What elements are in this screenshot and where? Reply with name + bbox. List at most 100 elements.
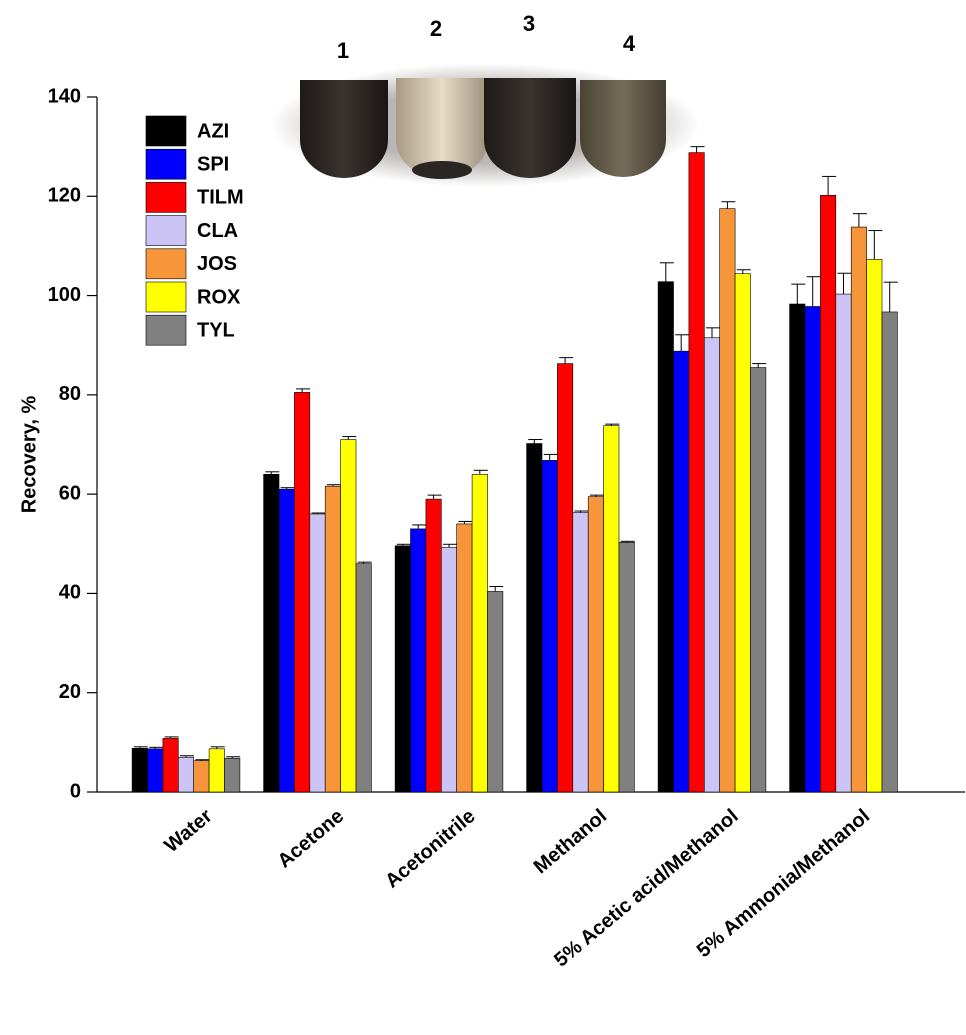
bar: [658, 282, 673, 792]
error-bar: [853, 214, 867, 227]
x-tick-label: Water: [160, 805, 216, 857]
bar: [704, 338, 719, 792]
legend-label: ROX: [197, 286, 241, 308]
legend-swatch: [146, 182, 186, 212]
legend-swatch: [146, 116, 186, 146]
bar: [588, 497, 603, 792]
error-bar: [868, 231, 882, 260]
bar: [527, 444, 542, 792]
legend-swatch: [146, 149, 186, 179]
bar: [790, 304, 805, 792]
x-tick-label: Acetonitrile: [381, 805, 479, 893]
bar: [163, 738, 178, 792]
bar: [689, 153, 704, 792]
bar: [751, 368, 766, 792]
y-tick-label: 100: [48, 284, 81, 306]
bar: [264, 474, 279, 792]
bar: [279, 489, 294, 792]
error-bar: [474, 470, 488, 474]
error-bar: [691, 147, 705, 153]
y-tick-label: 140: [48, 85, 81, 107]
bar: [805, 306, 820, 792]
bar: [209, 749, 224, 792]
bar: [604, 426, 619, 792]
legend-label: CLA: [197, 220, 238, 242]
legend-label: TILM: [197, 187, 244, 209]
bar: [441, 547, 456, 792]
error-bar: [838, 273, 852, 294]
error-bar: [807, 277, 821, 307]
error-bar: [428, 495, 442, 499]
bar: [867, 259, 882, 792]
error-bar: [721, 202, 735, 209]
error-bar: [458, 521, 472, 523]
y-tick-label: 120: [48, 185, 81, 207]
bar: [356, 564, 371, 792]
inset-label: 3: [523, 11, 535, 36]
bar: [836, 294, 851, 792]
bar: [851, 227, 866, 792]
error-bar: [544, 454, 558, 460]
bar: [310, 514, 325, 792]
error-bar: [342, 437, 356, 440]
error-bar: [489, 586, 503, 591]
error-bar: [822, 176, 836, 195]
bar: [882, 312, 897, 792]
chart: 1234020406080100120140Recovery, %WaterAc…: [0, 0, 966, 1030]
error-bar: [660, 263, 674, 282]
bar: [674, 351, 689, 792]
inset-label: 1: [337, 38, 349, 63]
error-bar: [443, 544, 457, 547]
bar: [178, 757, 193, 792]
y-tick-label: 20: [59, 681, 81, 703]
inset-label: 4: [623, 31, 636, 56]
bar: [194, 761, 209, 792]
bar: [148, 749, 163, 792]
bar: [573, 513, 588, 792]
x-tick-label: Methanol: [530, 805, 611, 878]
bar: [294, 392, 309, 792]
y-tick-label: 0: [70, 780, 81, 802]
y-axis-label: Recovery, %: [18, 396, 40, 514]
error-bar: [884, 282, 898, 312]
legend-label: JOS: [197, 253, 237, 275]
error-bar: [675, 335, 689, 351]
bar: [395, 546, 410, 792]
error-bar: [265, 472, 279, 474]
inset-label: 2: [430, 16, 442, 41]
bar: [735, 274, 750, 792]
legend-swatch: [146, 282, 186, 312]
bar: [132, 748, 147, 792]
error-bar: [528, 440, 542, 444]
photo-inset: [270, 63, 700, 187]
bar: [619, 542, 634, 792]
legend-swatch: [146, 315, 186, 345]
bar: [225, 758, 240, 792]
legend-label: SPI: [197, 153, 229, 175]
x-tick-label: Acetone: [274, 805, 349, 873]
error-bar: [737, 270, 751, 274]
bar: [488, 591, 503, 792]
bar: [457, 524, 472, 792]
error-bar: [752, 364, 766, 368]
y-tick-label: 60: [59, 482, 81, 504]
legend-swatch: [146, 216, 186, 246]
bar: [411, 529, 426, 792]
error-bar: [706, 328, 720, 338]
bar: [426, 499, 441, 792]
error-bar: [296, 389, 310, 392]
bar: [720, 209, 735, 792]
legend-swatch: [146, 249, 186, 279]
bar: [472, 474, 487, 792]
bar: [341, 440, 356, 792]
y-tick-label: 40: [59, 582, 81, 604]
bar: [325, 486, 340, 792]
y-tick-label: 80: [59, 383, 81, 405]
legend-label: TYL: [197, 319, 235, 341]
bar: [557, 364, 572, 792]
error-bar: [412, 525, 426, 529]
bar: [820, 195, 835, 792]
bar: [542, 460, 557, 792]
legend-label: AZI: [197, 120, 229, 142]
error-bar: [559, 358, 573, 364]
